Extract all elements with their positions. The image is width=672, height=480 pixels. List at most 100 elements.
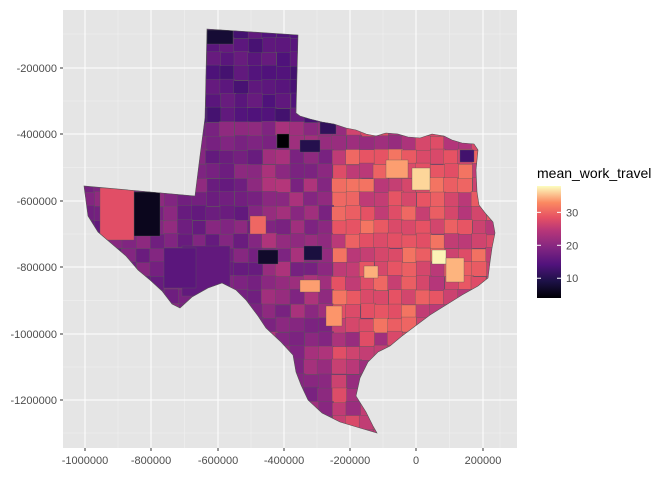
county-polygon: [444, 163, 460, 180]
county-polygon: [373, 232, 389, 249]
county-polygon: [416, 192, 432, 208]
county-polygon: [133, 191, 161, 237]
county-polygon: [219, 163, 235, 179]
x-tick-label: 0: [413, 455, 419, 467]
county-polygon: [415, 247, 432, 264]
county-polygon: [400, 276, 417, 292]
county-polygon: [346, 290, 363, 306]
county-polygon: [345, 191, 362, 207]
y-tick-label: -600000: [17, 196, 57, 208]
y-axis: -200000 -400000 -600000 -800000 -1000000 -120…: [11, 63, 63, 407]
county-polygon: [430, 148, 446, 165]
county-polygon: [345, 304, 361, 320]
county-polygon: [443, 177, 459, 193]
county-polygon: [247, 92, 263, 109]
county-polygon: [332, 289, 348, 306]
county-polygon: [444, 219, 460, 235]
county-polygon: [303, 178, 319, 194]
county-polygon: [262, 134, 278, 151]
x-tick-label: -600000: [198, 455, 238, 467]
county-polygon: [234, 164, 250, 180]
county-polygon: [289, 163, 306, 179]
county-polygon: [261, 191, 278, 207]
county-polygon: [289, 121, 305, 137]
county-polygon: [234, 121, 250, 138]
county-polygon: [317, 191, 333, 207]
county-polygon: [220, 218, 236, 235]
county-polygon: [233, 248, 249, 264]
county-polygon: [359, 191, 375, 207]
county-polygon: [401, 205, 417, 222]
county-polygon: [318, 289, 334, 305]
county-polygon: [205, 206, 221, 223]
x-tick-label: -800000: [131, 455, 171, 467]
county-polygon: [374, 135, 390, 151]
county-polygon: [458, 164, 474, 180]
county-polygon: [177, 205, 193, 221]
county-polygon: [387, 275, 403, 291]
county-polygon: [304, 219, 320, 236]
y-tick-label: -400000: [17, 129, 57, 141]
county-polygon: [233, 275, 249, 291]
county-polygon: [219, 65, 236, 81]
x-tick-label: -400000: [264, 455, 304, 467]
county-polygon: [290, 233, 306, 249]
county-polygon: [360, 206, 377, 222]
legend-ticks: 10 20 30: [537, 207, 578, 285]
county-polygon: [443, 149, 459, 166]
county-polygon: [206, 29, 234, 45]
county-polygon: [411, 167, 431, 191]
county-polygon: [261, 177, 278, 193]
county-polygon: [220, 52, 236, 68]
county-polygon: [303, 245, 323, 261]
county-polygon: [234, 206, 250, 222]
y-tick-label: -1200000: [11, 395, 58, 407]
county-polygon: [276, 51, 292, 68]
county-polygon: [304, 318, 320, 334]
county-polygon: [304, 332, 321, 349]
legend-tick-label: 20: [566, 240, 578, 252]
county-polygon: [332, 247, 348, 264]
county-polygon: [261, 232, 277, 249]
county-polygon: [289, 331, 305, 347]
county-polygon: [247, 65, 264, 81]
county-polygon: [359, 136, 375, 152]
y-tick-label: -800000: [17, 262, 57, 274]
county-polygon: [205, 136, 222, 153]
county-polygon: [360, 302, 377, 319]
county-polygon: [232, 150, 249, 166]
county-polygon: [275, 316, 292, 333]
county-polygon: [318, 149, 334, 165]
county-polygon: [248, 38, 264, 54]
county-polygon: [345, 331, 361, 348]
county-polygon: [149, 261, 166, 277]
county-polygon: [374, 206, 390, 222]
county-polygon: [373, 219, 390, 235]
x-tick-label: -200000: [330, 455, 370, 467]
x-tick-label: -1000000: [62, 455, 109, 467]
county-polygon: [135, 248, 152, 264]
county-polygon: [331, 358, 347, 375]
legend-tick-label: 10: [566, 273, 578, 285]
legend-title: mean_work_travel: [537, 165, 651, 181]
county-polygon: [401, 219, 417, 236]
county-polygon: [374, 247, 390, 263]
county-polygon: [331, 135, 347, 151]
county-polygon: [345, 401, 362, 417]
county-polygon: [205, 79, 221, 95]
county-polygon: [275, 164, 291, 180]
county-polygon: [304, 304, 321, 320]
county-polygon: [373, 178, 390, 194]
county-polygon: [163, 233, 180, 249]
county-polygon: [290, 262, 306, 278]
county-polygon: [249, 215, 267, 235]
county-polygon: [416, 275, 432, 291]
county-polygon: [416, 232, 432, 249]
county-polygon: [429, 276, 445, 292]
county-polygon: [206, 51, 223, 67]
county-polygon: [220, 135, 236, 152]
county-polygon: [247, 164, 263, 180]
county-polygon: [387, 260, 403, 277]
county-polygon: [331, 206, 347, 222]
county-polygon: [346, 247, 363, 264]
